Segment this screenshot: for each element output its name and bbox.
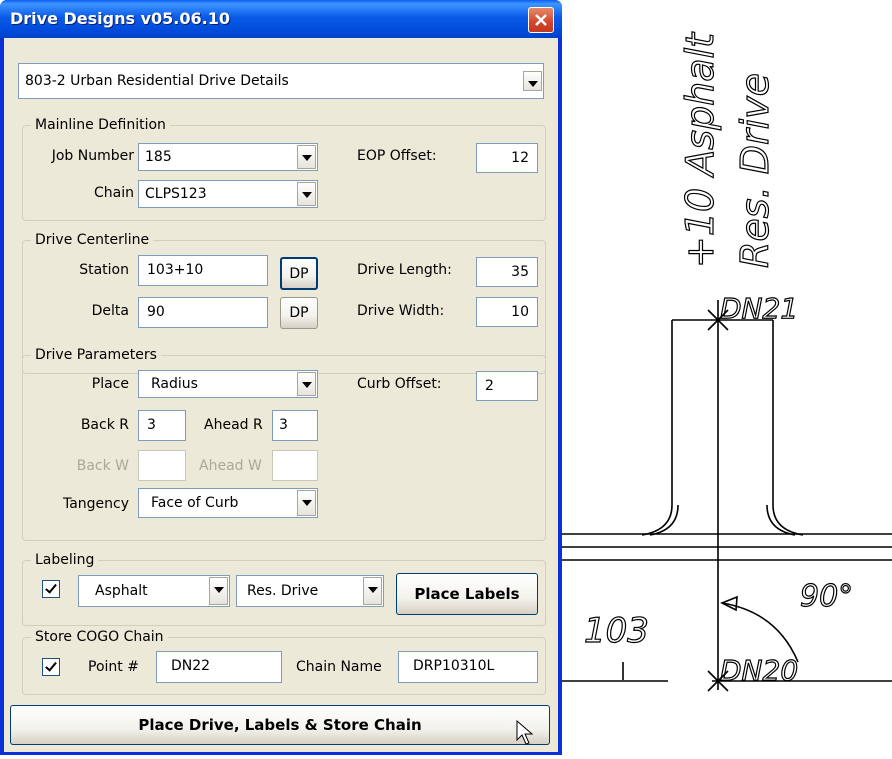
station-annotation: +10 Asphalt (678, 31, 722, 268)
back-w-input[interactable] (138, 450, 186, 481)
curb-return (767, 505, 795, 535)
station-text: 103 (584, 611, 649, 651)
dropdown-arrow (297, 490, 316, 516)
back-w-label: Back W (24, 458, 129, 474)
job-number-combo[interactable]: 185 (138, 143, 318, 171)
mouse-cursor (516, 720, 536, 748)
group-legend: Store COGO Chain (31, 628, 168, 646)
dropdown-arrow (523, 71, 542, 91)
main-action-button[interactable]: Place Drive, Labels & Store Chain (10, 705, 550, 745)
template-text: 803-2 Urban Residential Drive Details (25, 64, 289, 98)
delta-dp-button[interactable]: DP (280, 297, 318, 329)
template-dropdown[interactable]: 803-2 Urban Residential Drive Details (18, 63, 544, 99)
drive-width-input[interactable]: 10 (476, 297, 538, 327)
ahead-r-input[interactable]: 3 (272, 410, 318, 441)
screen: Drive Designs v05.06.10 803-2 Urban Resi… (0, 0, 892, 759)
point-input[interactable]: DN22 (156, 651, 282, 683)
close-button[interactable] (528, 7, 554, 33)
dropdown-arrow (363, 577, 382, 605)
dropdown-arrow (209, 577, 228, 605)
job-number-label: Job Number (24, 148, 134, 164)
dropdown-arrow (297, 372, 316, 396)
dropdown-arrow (297, 182, 316, 206)
cogo-checkbox[interactable] (42, 658, 60, 676)
curb-return (650, 505, 678, 535)
group-legend: Labeling (31, 551, 98, 569)
chain-name-input[interactable]: DRP10310L (398, 651, 538, 683)
ahead-w-label: Ahead W (199, 458, 262, 474)
place-label: Place (24, 376, 129, 392)
curb-return (642, 505, 672, 535)
delta-label: Delta (24, 303, 129, 319)
chain-combo[interactable]: CLPS123 (138, 180, 318, 208)
group-legend: Drive Centerline (31, 231, 153, 249)
combo-text: Radius (151, 371, 198, 397)
labeling-checkbox[interactable] (42, 580, 60, 598)
group-legend: Drive Parameters (31, 346, 161, 364)
window-title: Drive Designs v05.06.10 (10, 9, 230, 28)
chain-name-label: Chain Name (296, 659, 382, 675)
point-label: Point # (88, 659, 139, 675)
point-annotation: DN20 (720, 654, 798, 687)
curb-return (773, 505, 803, 535)
station-dp-button[interactable]: DP (280, 257, 318, 290)
cad-drawing: +10 Asphalt Res. Drive DN21 90° 103 DN20 (562, 0, 892, 759)
combo-text: CLPS123 (145, 181, 207, 207)
ahead-w-input[interactable] (272, 450, 318, 481)
drive-length-input[interactable]: 35 (476, 257, 538, 287)
ahead-r-label: Ahead R (204, 417, 263, 433)
delta-input[interactable]: 90 (138, 297, 268, 328)
combo-text: Asphalt (95, 576, 148, 606)
back-r-input[interactable]: 3 (138, 410, 186, 441)
place-combo[interactable]: Radius (138, 370, 318, 398)
group-legend: Mainline Definition (31, 116, 170, 134)
eop-offset-label: EOP Offset: (357, 148, 437, 164)
tangency-combo[interactable]: Face of Curb (138, 488, 318, 518)
eop-offset-input[interactable]: 12 (476, 143, 538, 173)
surface-combo[interactable]: Asphalt (78, 575, 230, 607)
curb-offset-input[interactable]: 2 (476, 371, 538, 401)
curb-offset-label: Curb Offset: (357, 376, 442, 392)
place-labels-button[interactable]: Place Labels (396, 573, 538, 615)
combo-text: Res. Drive (247, 576, 318, 606)
title-bar: Drive Designs v05.06.10 (0, 0, 562, 38)
drive-length-label: Drive Length: (357, 262, 452, 278)
arc-arrowhead (722, 597, 737, 610)
close-icon (529, 8, 553, 32)
dropdown-arrow (297, 145, 316, 169)
dialog-body: 803-2 Urban Residential Drive Details Ma… (4, 38, 558, 752)
combo-text: Face of Curb (151, 489, 238, 517)
tangency-label: Tangency (24, 496, 129, 512)
drive-type-combo[interactable]: Res. Drive (236, 575, 384, 607)
drive-annotation: Res. Drive (733, 73, 777, 268)
drive-width-label: Drive Width: (357, 303, 444, 319)
station-label: Station (24, 262, 129, 278)
chain-label: Chain (24, 185, 134, 201)
angle-annotation: 90° (800, 579, 853, 614)
dialog-window: Drive Designs v05.06.10 803-2 Urban Resi… (0, 0, 562, 755)
combo-text: 185 (145, 144, 172, 170)
back-r-label: Back R (24, 417, 129, 433)
station-input[interactable]: 103+10 (138, 255, 268, 286)
